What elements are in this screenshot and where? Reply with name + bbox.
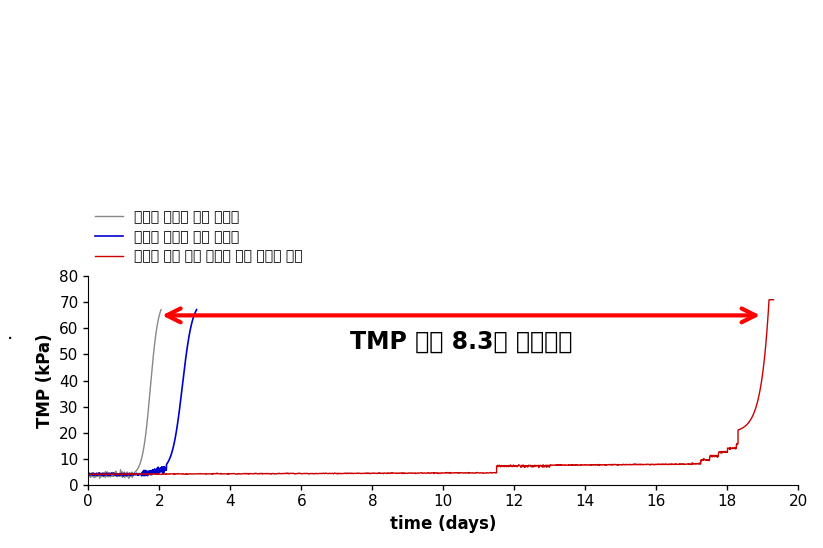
Y-axis label: TMP (kPa): TMP (kPa) [35, 333, 53, 428]
유동성 담체만 있는 반응기 [119, 473, 128, 480]
유동성 담체만 있는 반응기 [192, 306, 202, 313]
유동성 담체가 없는 반응기 [155, 311, 165, 317]
유동성 담체만 있는 반응기 [126, 471, 136, 478]
정족수 감지 억제 미생물 고정 유동성 담체 [369, 470, 379, 477]
정족수 감지 억제 미생물 고정 유동성 담체 [311, 470, 321, 477]
Legend: 유동성 담체가 없는 반응기, 유동성 담체만 있는 반응기, 정족수 감지 억제 미생물 고정 유동성 담체: 유동성 담체가 없는 반응기, 유동성 담체만 있는 반응기, 정족수 감지 억… [95, 210, 303, 264]
유동성 담체만 있는 반응기 [83, 471, 93, 478]
정족수 감지 억제 미생물 고정 유동성 담체 [471, 469, 481, 476]
유동성 담체가 없는 반응기 [125, 473, 135, 480]
X-axis label: time (days): time (days) [390, 515, 496, 533]
유동성 담체만 있는 반응기 [120, 471, 130, 478]
유동성 담체만 있는 반응기 [163, 460, 173, 466]
Text: TMP 상승 8.3배 지연효과: TMP 상승 8.3배 지연효과 [350, 329, 572, 353]
유동성 담체가 없는 반응기 [120, 472, 130, 478]
Line: 유동성 담체만 있는 반응기: 유동성 담체만 있는 반응기 [88, 310, 197, 476]
정족수 감지 억제 미생물 고정 유동성 담체 [769, 296, 779, 303]
정족수 감지 억제 미생물 고정 유동성 담체 [764, 296, 774, 303]
정족수 감지 억제 미생물 고정 유동성 담체 [83, 471, 93, 478]
정족수 감지 억제 미생물 고정 유동성 담체 [115, 471, 125, 478]
Line: 유동성 담체가 없는 반응기: 유동성 담체가 없는 반응기 [88, 310, 161, 478]
유동성 담체가 없는 반응기 [156, 306, 166, 313]
유동성 담체만 있는 반응기 [184, 337, 193, 344]
유동성 담체가 없는 반응기 [129, 471, 139, 477]
유동성 담체가 없는 반응기 [83, 471, 93, 477]
정족수 감지 억제 미생물 고정 유동성 담체 [603, 461, 613, 468]
정족수 감지 억제 미생물 고정 유동성 담체 [401, 470, 411, 477]
유동성 담체만 있는 반응기 [131, 471, 141, 477]
정족수 감지 억제 미생물 고정 유동성 담체 [119, 471, 129, 478]
유동성 담체가 없는 반응기 [120, 472, 130, 479]
Line: 정족수 감지 억제 미생물 고정 유동성 담체: 정족수 감지 억제 미생물 고정 유동성 담체 [88, 300, 774, 475]
유동성 담체가 없는 반응기 [144, 398, 154, 404]
유동성 담체만 있는 반응기 [173, 418, 183, 425]
유동성 담체가 없는 반응기 [95, 475, 105, 482]
Text: .: . [7, 324, 13, 343]
